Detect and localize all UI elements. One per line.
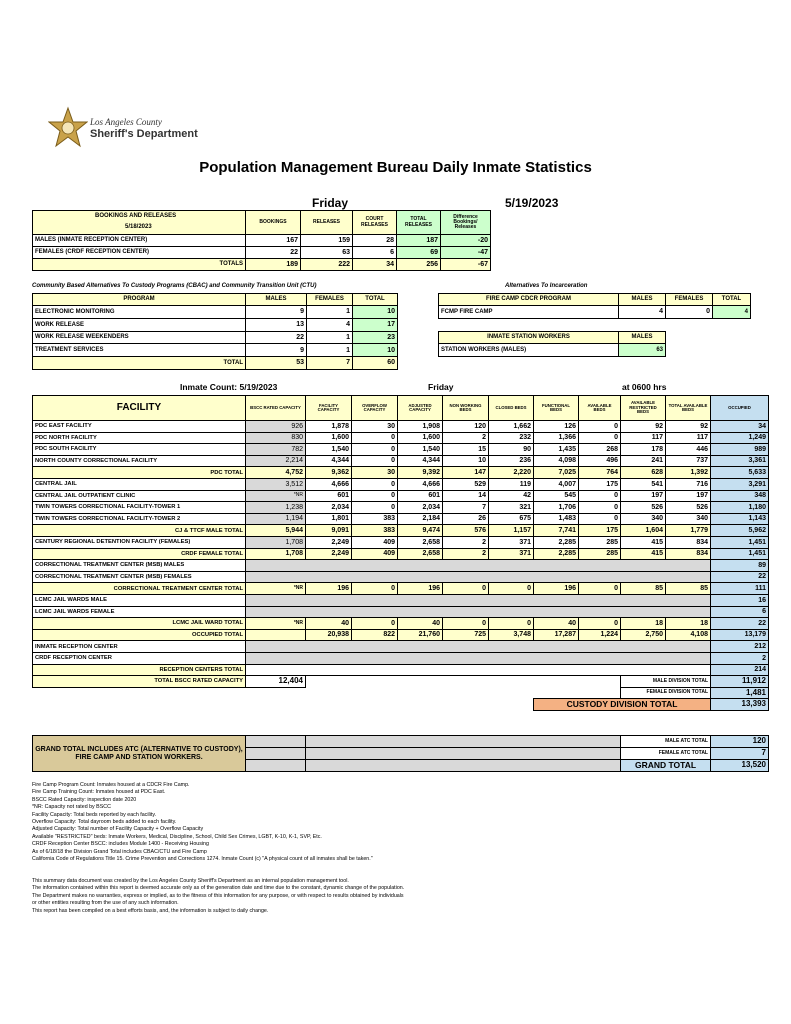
value-cell: 10 [352, 343, 398, 358]
count-time: at 0600 hrs [622, 382, 667, 392]
value-cell: 1 [306, 330, 353, 345]
value-cell: 4 [306, 317, 353, 332]
facility-header: AVAILABLE BEDS [578, 395, 621, 421]
row-label: ELECTRONIC MONITORING [32, 305, 246, 319]
facility-header: OVERFLOW CAPACITY [351, 395, 398, 421]
facility-header: FACILITY CAPACITY [305, 395, 352, 421]
value-cell: -67 [440, 258, 491, 271]
footnote: Available "RESTRICTED" beds: Inmate Work… [32, 833, 322, 840]
bscc-value: 12,404 [245, 675, 306, 688]
facility-header: TOTAL AVAILABLE BEDS [665, 395, 711, 421]
bookings-header: Difference Bookings/ Releases [440, 210, 491, 235]
row-label: TOTALS [32, 258, 246, 271]
report-day: Friday [312, 196, 349, 210]
value-cell: 10 [352, 305, 398, 319]
footnote: BSCC Rated Capacity: inspection date 202… [32, 796, 137, 803]
value-cell: 63 [618, 343, 666, 357]
value-cell: 189 [245, 258, 301, 271]
facility-header: BSCC RATED CAPACITY [245, 395, 306, 421]
value-cell: 23 [352, 330, 398, 345]
footnote: California Code of Regulations Title 15.… [32, 856, 373, 862]
custody-division-value: 13,393 [710, 698, 769, 711]
report-date: 5/19/2023 [505, 196, 559, 210]
value-cell: 22 [245, 330, 307, 345]
bscc-label: TOTAL BSCC RATED CAPACITY [32, 675, 246, 688]
value-cell: 1 [306, 343, 353, 358]
disclaimer-line: The Department makes no warranties, expr… [32, 892, 404, 899]
row-label: FCMP FIRE CAMP [438, 305, 619, 319]
agency-line1: Los Angeles County [90, 117, 162, 127]
footnote: CRDF Reception Center BSCC: includes Mod… [32, 841, 209, 848]
footnote: Overflow Capacity: Total dayroom beds ad… [32, 819, 177, 825]
value-cell: 9 [245, 305, 307, 319]
value-cell: 7 [306, 356, 353, 370]
row-label: STATION WORKERS (MALES) [438, 343, 619, 357]
agency-line2: Sheriff's Department [90, 128, 198, 140]
facility-header: NON WORKING BEDS [442, 395, 489, 421]
value-cell: 13 [245, 317, 307, 332]
blank-span [305, 759, 621, 772]
value-cell: 1 [306, 305, 353, 319]
value-cell: 34 [352, 258, 397, 271]
facility-header: FACILITY [32, 395, 246, 421]
facility-header: FUNCTIONAL BEDS [533, 395, 579, 421]
grand-total-label: GRAND TOTAL [620, 759, 711, 772]
disclaimer-line: The information contained within this re… [32, 885, 405, 892]
alternatives-caption: Alternatives To Incarceration [505, 283, 588, 289]
footnote: Adjusted Capacity: Total number of Facil… [32, 826, 204, 833]
facility-header: ADJUSTED CAPACITY [397, 395, 443, 421]
page-title: Population Management Bureau Daily Inmat… [199, 159, 592, 176]
count-label: Inmate Count: 5/19/2023 [180, 382, 278, 392]
grand-total-value: 13,520 [710, 759, 769, 772]
count-day: Friday [428, 382, 454, 392]
bookings-date: 5/18/2023 [125, 224, 152, 230]
bookings-header: TOTAL RELEASES [396, 210, 441, 235]
value-cell: 4 [712, 305, 751, 319]
facility-header: AVAILABLE RESTRICTED BEDS [620, 395, 666, 421]
bookings-header: BOOKINGS [245, 210, 301, 235]
cbac-caption: Community Based Alternatives To Custody … [32, 283, 317, 289]
value-cell: 0 [665, 305, 713, 319]
disclaimer-line: This report has been compiled on a best … [32, 907, 269, 914]
value-cell: 4 [618, 305, 666, 319]
facility-header: CLOSED BEDS [488, 395, 534, 421]
facility-header: OCCUPIED [710, 395, 769, 421]
blank-cell [245, 759, 306, 772]
row-label: TOTAL [32, 356, 246, 370]
grand-total-note: GRAND TOTAL INCLUDES ATC (ALTERNATIVE TO… [32, 735, 246, 772]
value-cell: 222 [300, 258, 353, 271]
bookings-header: RELEASES [300, 210, 353, 235]
value-cell: 9 [245, 343, 307, 358]
bookings-header: BOOKINGS AND RELEASES [95, 213, 177, 219]
footnote: Fire Camp Training Count: Inmates housed… [32, 789, 166, 796]
footnote: Fire Camp Program Count: Inmates housed … [32, 782, 190, 788]
disclaimer-line: This summary data document was created b… [32, 878, 349, 884]
footnote: *NR: Capacity not rated by BSCC [32, 804, 111, 811]
row-label: WORK RELEASE [32, 317, 246, 332]
custody-division-label: CUSTODY DIVISION TOTAL [533, 698, 711, 711]
value-cell: 53 [245, 356, 307, 370]
occupied-cell: 5,633 [710, 466, 769, 479]
row-label: WORK RELEASE WEEKENDERS [32, 330, 246, 345]
value-cell: 60 [352, 356, 398, 370]
footnote: As of 6/18/18 the Division Grand Total i… [32, 848, 207, 855]
bookings-header: COURT RELEASES [352, 210, 397, 235]
disclaimer-line: or other entities resulting from the use… [32, 900, 179, 907]
row-label: TREATMENT SERVICES [32, 343, 246, 358]
value-cell: 256 [396, 258, 441, 271]
footnote: Facility Capacity: Total beds reported b… [32, 811, 157, 818]
sheriff-star-logo [48, 106, 88, 148]
value-cell: 17 [352, 317, 398, 332]
